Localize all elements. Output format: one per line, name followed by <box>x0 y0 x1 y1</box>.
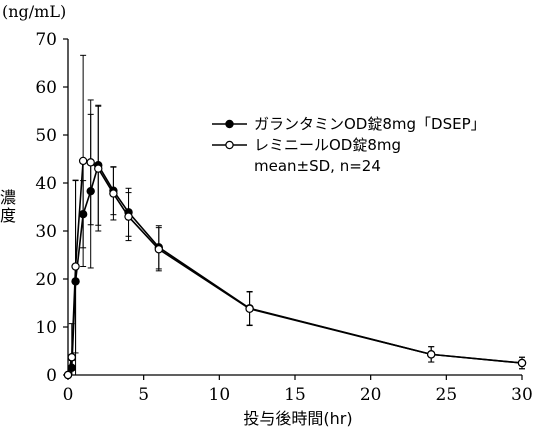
x-tick-label: 0 <box>63 385 74 405</box>
data-point <box>427 350 436 359</box>
y-tick-label: 70 <box>35 30 57 50</box>
y-tick-label: 0 <box>46 366 57 386</box>
data-point <box>94 164 103 173</box>
legend: ガランタミンOD錠8mg「DSEP」レミニールOD錠8mg mean±SD, n=… <box>212 115 486 175</box>
legend-marker <box>225 140 234 150</box>
legend-label: レミニールOD錠8mg <box>254 136 401 154</box>
y-tick-label: 30 <box>35 222 57 242</box>
x-tick-label: 20 <box>360 385 382 405</box>
y-unit-label: (ng/mL) <box>2 2 66 21</box>
y-tick-label: 40 <box>35 174 57 194</box>
x-tick-label: 25 <box>436 385 458 405</box>
axes: 0 10 20 30 40 50 60 70 0 5 10 15 20 25 30 <box>35 30 532 405</box>
x-axis-title: 投与後時間(hr) <box>243 409 352 428</box>
y-axis-title-char: 濃 <box>0 188 16 207</box>
x-tick-label: 15 <box>284 385 306 405</box>
y-tick-label: 10 <box>35 318 57 338</box>
data-point <box>67 353 76 362</box>
data-point <box>154 245 163 254</box>
x-tick-label: 5 <box>138 385 149 405</box>
series-line <box>67 159 523 376</box>
data-point <box>63 370 73 380</box>
legend-label: ガランタミンOD錠8mg「DSEP」 <box>254 115 486 133</box>
y-axis-title-char: 度 <box>0 206 16 225</box>
y-tick-label: 20 <box>35 270 57 290</box>
series-line <box>67 163 523 376</box>
legend-marker <box>225 119 234 129</box>
data-point <box>78 156 88 166</box>
y-tick-label: 60 <box>35 78 57 98</box>
data-point <box>124 212 133 221</box>
data-point <box>245 304 254 313</box>
data-point <box>109 189 118 198</box>
legend-note: mean±SD, n=24 <box>254 157 381 175</box>
series-2 <box>63 54 527 380</box>
data-point <box>71 262 80 271</box>
data-point <box>517 358 527 368</box>
x-tick-label: 30 <box>511 385 533 405</box>
y-tick-label: 50 <box>35 126 57 146</box>
x-tick-label: 10 <box>209 385 231 405</box>
data-point <box>86 158 95 167</box>
series-layer <box>63 54 527 380</box>
y-axis-title: 濃度 <box>0 188 16 225</box>
